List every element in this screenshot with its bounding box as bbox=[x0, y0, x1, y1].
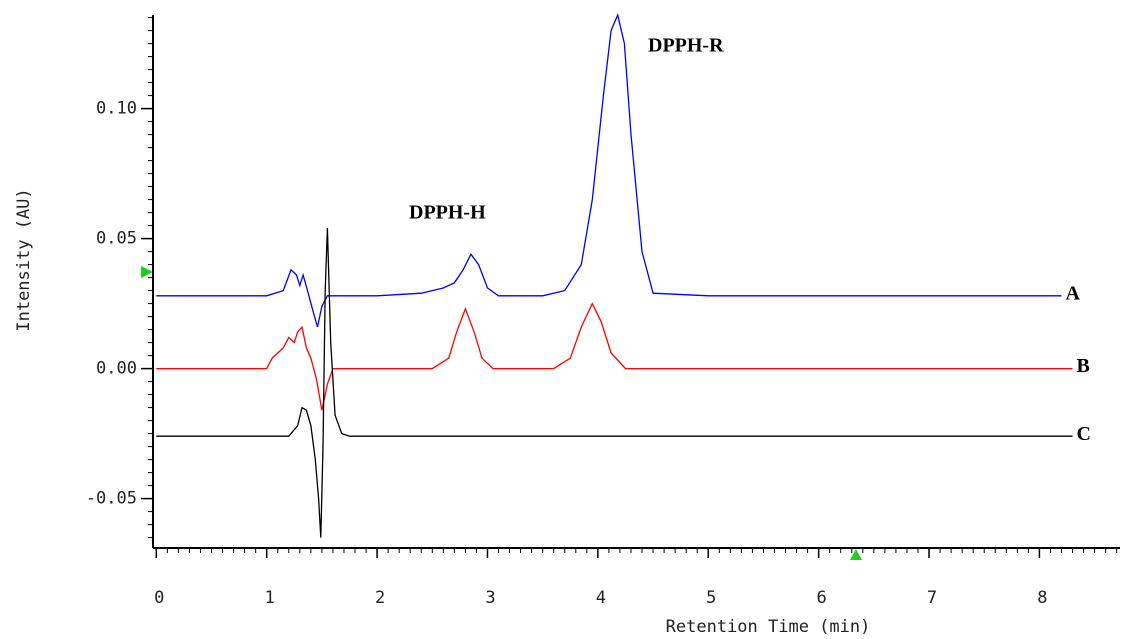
x-axis-label: Retention Time (min) bbox=[666, 617, 871, 637]
line-series bbox=[156, 302, 1073, 411]
line-series bbox=[156, 228, 1073, 538]
annotation: DPPH-R bbox=[648, 35, 724, 57]
y-tick-label: 0.00 bbox=[96, 359, 137, 379]
annotation: DPPH-H bbox=[409, 202, 486, 224]
series-label: B bbox=[1077, 355, 1090, 377]
y-tick-label: 0.05 bbox=[96, 229, 137, 249]
series-label: C bbox=[1077, 423, 1091, 445]
x-tick-label: 8 bbox=[1037, 588, 1047, 608]
marker-triangle bbox=[850, 549, 862, 560]
x-tick-label: 2 bbox=[375, 588, 385, 608]
y-tick-label: 0.10 bbox=[96, 99, 137, 119]
y-tick-label: -0.05 bbox=[86, 489, 137, 509]
x-tick-label: 1 bbox=[265, 588, 275, 608]
y-axis-label: Intensity (AU) bbox=[14, 188, 34, 331]
x-tick-label: 7 bbox=[927, 588, 937, 608]
line-series bbox=[156, 12, 1062, 328]
x-tick-label: 0 bbox=[154, 588, 164, 608]
marker-triangle bbox=[141, 266, 153, 278]
x-tick-label: 3 bbox=[485, 588, 495, 608]
series-label: A bbox=[1065, 282, 1080, 304]
x-tick-label: 5 bbox=[706, 588, 716, 608]
x-tick-label: 4 bbox=[596, 588, 606, 608]
x-tick-label: 6 bbox=[817, 588, 827, 608]
